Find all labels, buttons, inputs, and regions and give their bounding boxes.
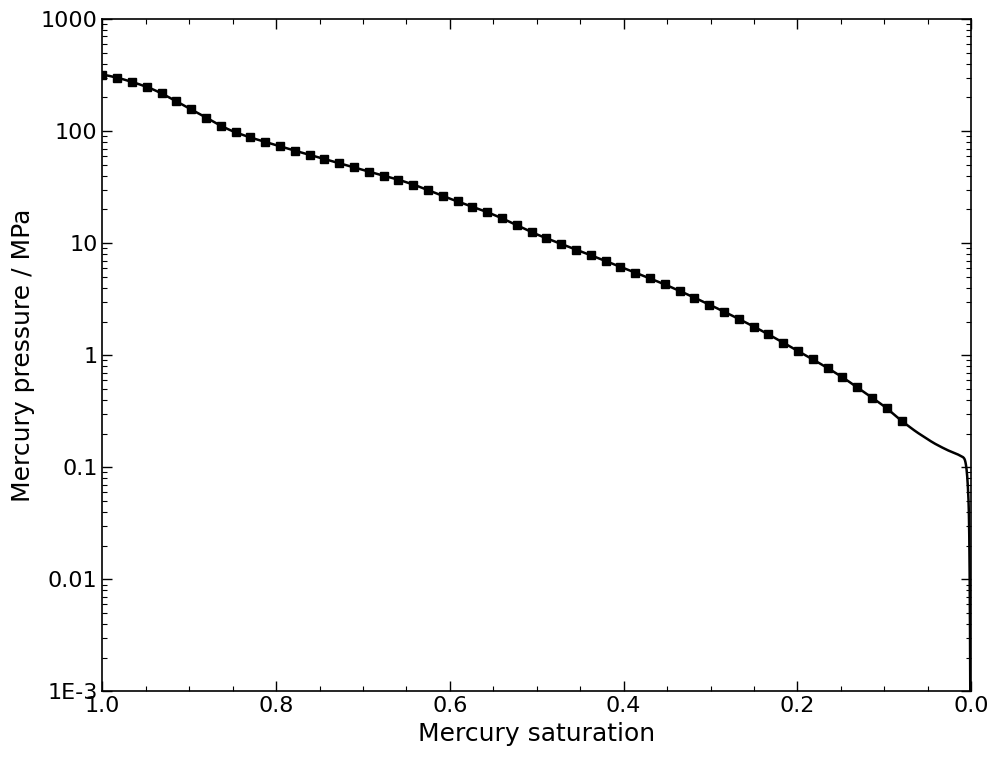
Y-axis label: Mercury pressure / MPa: Mercury pressure / MPa bbox=[11, 209, 35, 502]
X-axis label: Mercury saturation: Mercury saturation bbox=[418, 722, 655, 746]
